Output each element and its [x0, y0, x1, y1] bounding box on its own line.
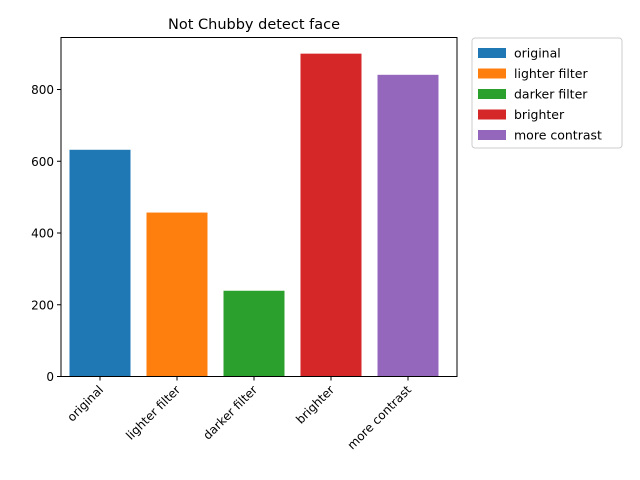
bar-original — [69, 149, 131, 377]
legend-label: brighter — [514, 107, 565, 122]
y-tick-label: 0 — [46, 370, 54, 384]
legend-swatch — [478, 130, 506, 140]
x-tick-label: darker filter — [200, 383, 260, 443]
legend-swatch — [478, 48, 506, 58]
y-tick-label: 800 — [31, 83, 54, 97]
plot-frame — [60, 37, 458, 377]
legend-swatch — [478, 68, 506, 79]
y-tick-label: 600 — [31, 155, 54, 169]
x-tick-label: lighter filter — [123, 383, 183, 443]
bars-group — [69, 53, 439, 377]
legend-swatch — [478, 109, 506, 120]
legend-label: original — [514, 46, 561, 61]
legend-label: lighter filter — [514, 66, 588, 81]
x-tick-label: brighter — [293, 383, 337, 427]
bar-more-contrast — [377, 74, 439, 377]
y-axis: 0 200 400 600 800 — [31, 83, 61, 384]
x-axis: original lighter filter darker filter brigh… — [65, 376, 415, 453]
bar-lighter-filter — [146, 212, 208, 377]
legend-swatch — [478, 89, 506, 99]
legend-label: darker filter — [514, 87, 588, 102]
bar-brighter — [300, 53, 362, 377]
y-tick-label: 400 — [31, 227, 54, 241]
chart-title: Not Chubby detect face — [168, 17, 340, 33]
x-tick-label: more contrast — [345, 383, 415, 453]
x-tick-label: original — [65, 383, 107, 425]
legend-frame — [471, 37, 623, 149]
legend: original lighter filter darker filter brigh… — [471, 37, 623, 149]
bar-darker-filter — [223, 290, 285, 377]
y-tick-label: 200 — [31, 298, 54, 312]
legend-label: more contrast — [514, 128, 602, 143]
